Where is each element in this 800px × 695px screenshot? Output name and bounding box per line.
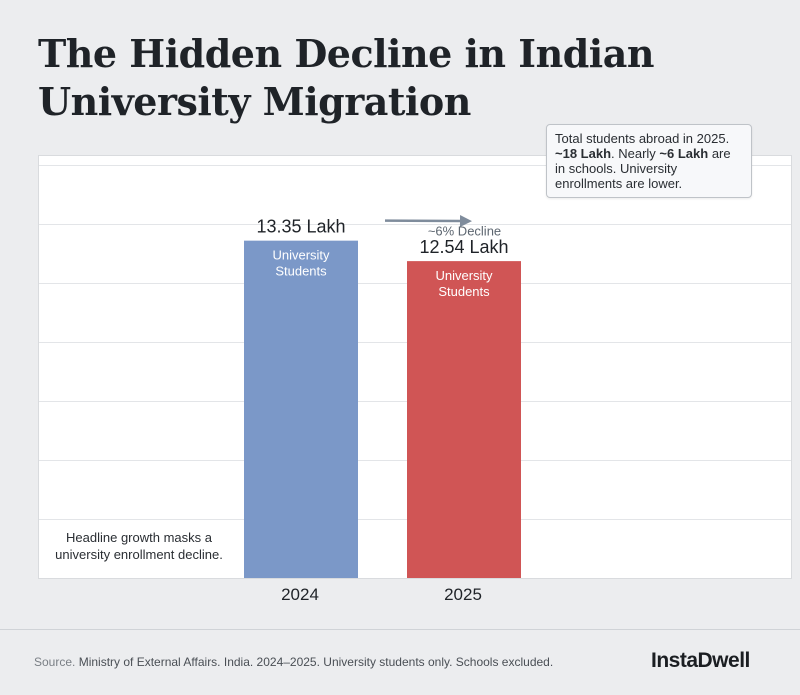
value-label-2024: 13.35 Lakh: [256, 217, 345, 237]
bar-2024: [244, 240, 358, 578]
value-label-2025: 12.54 Lakh: [419, 237, 508, 257]
bar-inner-label-2024: Students: [275, 264, 327, 279]
bar-2025: [407, 261, 521, 578]
source-note: Source. Ministry of External Affairs. In…: [34, 655, 553, 669]
bar-inner-label-2024: University: [272, 248, 330, 263]
bar-inner-label-2025: University: [435, 268, 493, 283]
bar-inner-label-2025: Students: [438, 284, 490, 299]
callout-total: ~18 Lakh: [555, 146, 612, 161]
source-label: Source.: [34, 655, 76, 669]
callout-schools: ~6 Lakh: [659, 146, 709, 161]
decline-label: ~6% Decline: [428, 224, 501, 239]
annotation-text: university enrollment decline.: [55, 547, 223, 562]
x-tick-label-2024: 2024: [281, 585, 319, 604]
callout-box: Total students abroad in 2025. ~18 Lakh.…: [546, 124, 752, 198]
brand-logo: InstaDwell: [651, 649, 750, 672]
callout-text-1: Total students abroad in 2025.: [555, 131, 730, 146]
chart-panel: 13.35 Lakh University Students 12.54 Lakh Un…: [38, 155, 792, 579]
annotation-text: Headline growth masks a: [66, 530, 213, 545]
callout-text-2: . Nearly: [611, 146, 660, 161]
decline-arrow-head: [459, 215, 472, 228]
footer-divider: [0, 629, 800, 630]
source-text: Ministry of External Affairs. India. 202…: [75, 655, 554, 669]
callout-text-3: are in schools. University enrollments a…: [555, 146, 731, 191]
page-title: The Hidden Decline in Indian University …: [38, 31, 654, 124]
x-tick-label-2025: 2025: [444, 585, 482, 604]
